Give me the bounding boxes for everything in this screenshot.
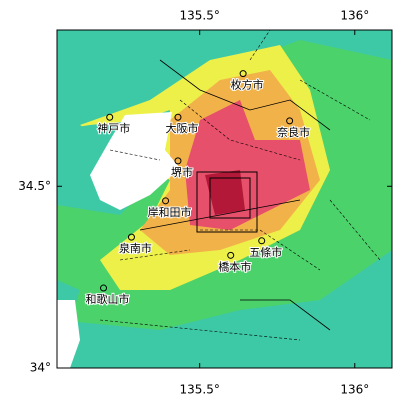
city-marker xyxy=(127,233,135,241)
y-tick-label: 34.5° xyxy=(18,179,51,193)
field xyxy=(57,30,392,368)
city-marker xyxy=(106,113,114,121)
frame xyxy=(56,29,393,369)
y-tick-label: 34° xyxy=(30,361,51,375)
city-label: 岸和田市 xyxy=(148,205,192,219)
city-marker xyxy=(258,237,266,245)
city-label: 和歌山市 xyxy=(86,292,130,306)
city-label: 枚方市 xyxy=(231,78,264,92)
city-label: 泉南市 xyxy=(119,241,152,255)
city-marker xyxy=(239,70,247,78)
city-marker xyxy=(162,197,170,205)
city-label: 大阪市 xyxy=(165,121,198,135)
x-tick-label: 135.5° xyxy=(180,383,220,397)
city-marker xyxy=(100,284,108,292)
x-tick-label: 135.5° xyxy=(180,9,220,23)
city-label: 五條市 xyxy=(249,245,282,259)
city-label: 神戸市 xyxy=(97,121,130,135)
city-marker xyxy=(174,113,182,121)
city-marker xyxy=(286,117,294,125)
city-marker xyxy=(227,251,235,259)
city-marker xyxy=(174,157,182,165)
city-label: 橋本市 xyxy=(218,259,251,273)
x-tick-label: 136° xyxy=(340,9,369,23)
x-tick-label: 136° xyxy=(340,383,369,397)
city-label: 奈良市 xyxy=(277,125,310,139)
city-label: 堺市 xyxy=(171,165,193,179)
